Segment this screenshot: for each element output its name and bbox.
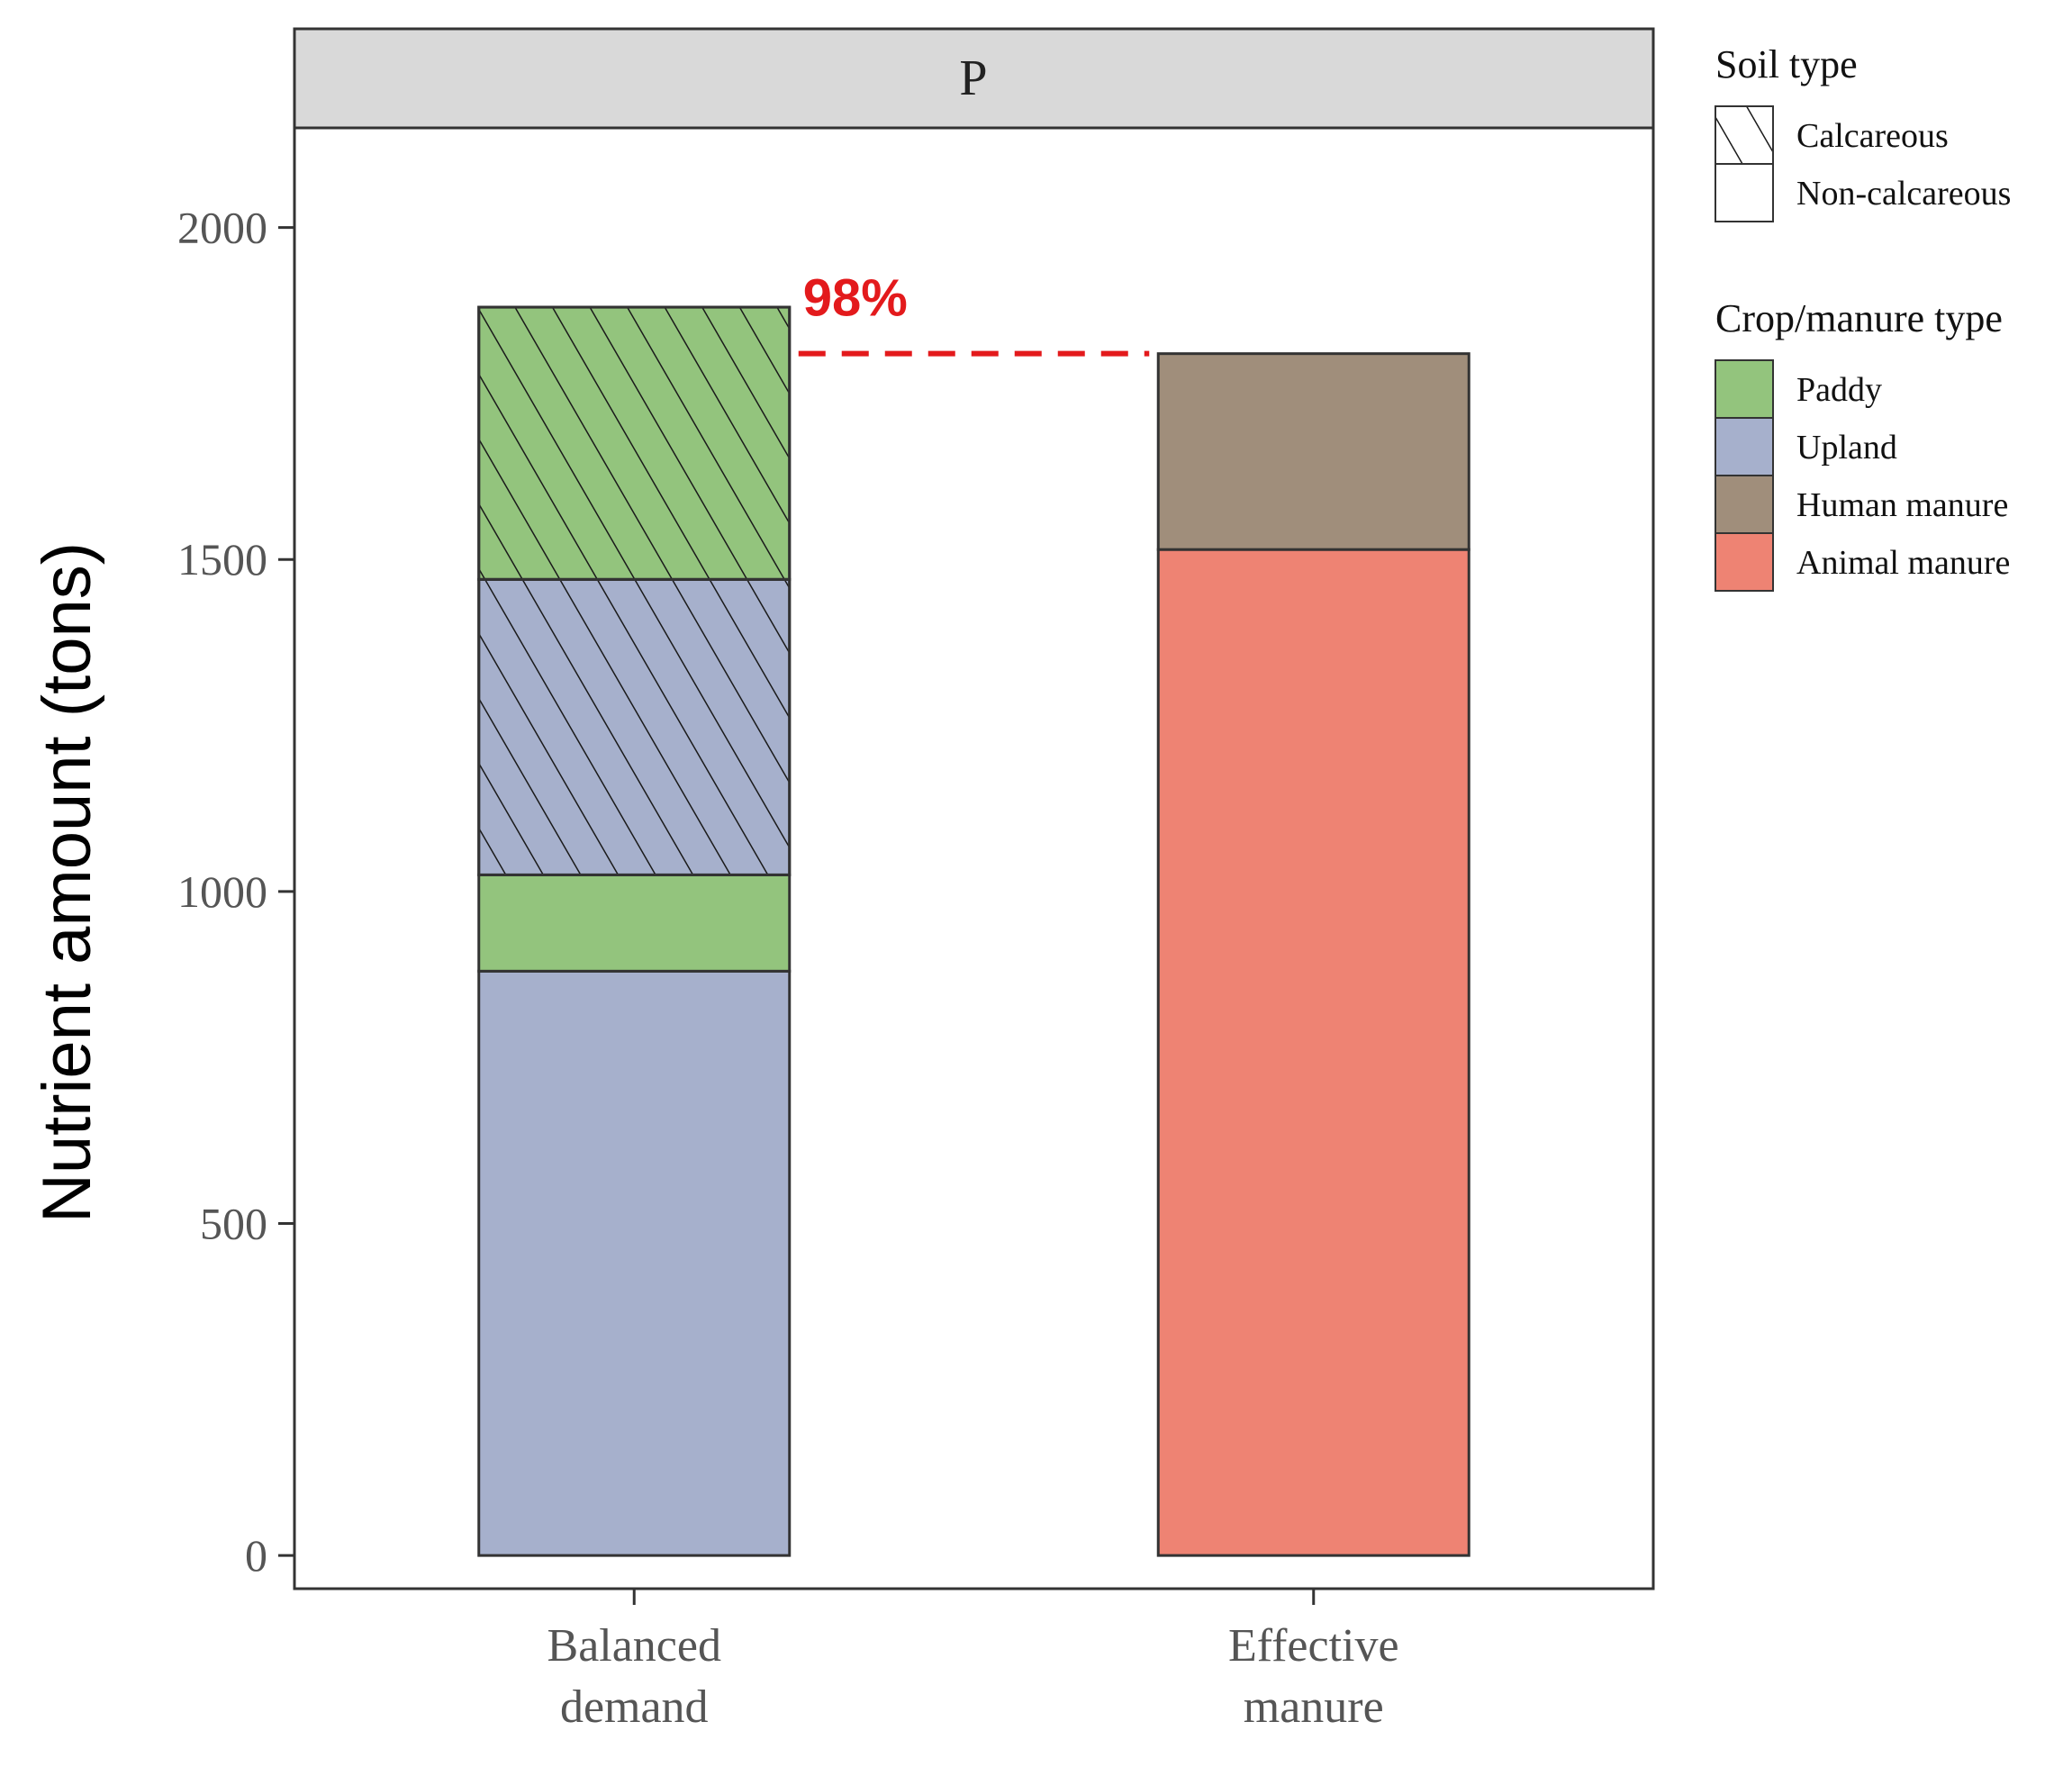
legend-swatch-crop: [1715, 359, 1774, 419]
y-axis-label: Nutrient amount (tons): [29, 542, 105, 1223]
bar-segment-hatch: [477, 577, 792, 876]
x-tick-label: Effective: [1228, 1620, 1399, 1672]
annotation-label: 98%: [803, 269, 908, 328]
bar-segment: [477, 873, 792, 973]
legend-swatch-soil: [1715, 163, 1774, 222]
legend-swatch-crop: [1715, 417, 1774, 476]
y-axis: 0 500 1000 1500 2000: [177, 203, 294, 1581]
bar-segment: [1156, 352, 1470, 551]
legend-label-crop: Upland: [1796, 429, 1897, 467]
legend-title-crop: Crop/manure type: [1715, 296, 2003, 340]
facet-label: P: [959, 50, 987, 106]
legend-title-soil: Soil type: [1715, 42, 1858, 86]
y-tick-label: 0: [245, 1530, 267, 1581]
legend-label-soil: Non-calcareous: [1796, 175, 2011, 213]
y-tick-label: 1000: [177, 866, 267, 917]
x-axis: Balanced demand Effective manure: [547, 1589, 1399, 1733]
legend-label-soil: Calcareous: [1796, 117, 1949, 155]
legend-swatch-hatch: [1715, 105, 1774, 165]
x-tick-label: Balanced: [547, 1620, 721, 1672]
legend-label-crop: Human manure: [1796, 486, 2008, 524]
legend-swatch-crop: [1715, 475, 1774, 534]
y-tick-label: 1500: [177, 534, 267, 584]
facet-strip: [293, 27, 1655, 130]
y-tick-label: 2000: [177, 203, 267, 253]
legend-label-crop: Paddy: [1796, 371, 1882, 409]
annotation: 98%: [798, 269, 1150, 357]
y-tick-label: 500: [200, 1199, 267, 1249]
legend-swatch-crop: [1715, 532, 1774, 592]
bar-segment: [477, 969, 792, 1557]
x-tick-label: demand: [560, 1681, 709, 1733]
legend: Soil type Calcareous Non-calcareous Crop/ma…: [1715, 42, 2011, 592]
x-tick-label: manure: [1244, 1681, 1384, 1733]
bar-segment-hatch: [477, 305, 792, 581]
bar-segment: [1156, 548, 1470, 1557]
bars: [477, 305, 1470, 1557]
legend-label-crop: Animal manure: [1796, 544, 2010, 582]
